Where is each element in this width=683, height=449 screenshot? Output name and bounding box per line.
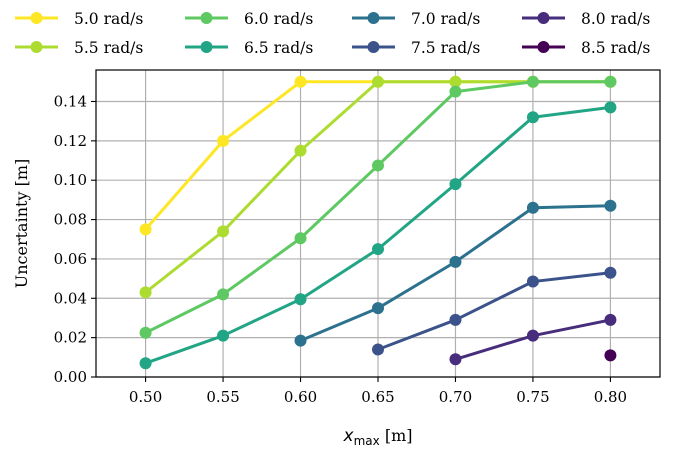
data-point (449, 313, 462, 326)
data-point (604, 101, 617, 114)
legend-label: 5.0 rad/s (74, 10, 143, 28)
y-tick-label: 0.04 (54, 289, 87, 307)
x-tick-label: 0.65 (361, 388, 394, 406)
data-point (139, 326, 152, 339)
data-point (449, 255, 462, 268)
data-point (294, 334, 307, 347)
series-3 (139, 101, 617, 370)
legend-entry: 7.5 rad/s (352, 39, 480, 57)
data-point (139, 286, 152, 299)
data-point (217, 225, 230, 238)
legend-marker (537, 41, 550, 53)
x-axis-label-subscript: max (354, 434, 380, 448)
data-point (449, 178, 462, 191)
legend: 5.0 rad/s 5.5 rad/s 6.0 rad/s 6.5 rad/s 7.0 … (15, 10, 650, 57)
y-tick-label: 0.02 (54, 329, 87, 347)
data-point (526, 75, 539, 88)
data-point (372, 159, 384, 172)
data-point (372, 302, 384, 315)
data-point (294, 293, 307, 306)
legend-marker (537, 12, 550, 24)
data-point (604, 349, 617, 362)
data-point (372, 75, 384, 88)
x-tick-label: 0.55 (206, 388, 239, 406)
x-axis-label: xmax [m] (343, 426, 413, 448)
legend-label: 6.0 rad/s (244, 10, 313, 28)
data-point (294, 232, 307, 245)
data-point (217, 288, 230, 301)
legend-marker (30, 12, 43, 24)
legend-label: 7.0 rad/s (411, 10, 480, 28)
data-point (526, 201, 539, 214)
x-tick-label: 0.50 (129, 388, 162, 406)
y-tick-label: 0.14 (54, 92, 87, 110)
series-line (377, 271, 611, 351)
data-point (217, 329, 230, 342)
data-point (449, 353, 462, 366)
data-point (526, 111, 539, 124)
x-tick-label: 0.80 (594, 388, 627, 406)
data-point (604, 199, 617, 212)
data-point (526, 275, 539, 288)
series-4 (294, 199, 617, 347)
x-tick-label: 0.70 (439, 388, 472, 406)
legend-entry: 5.5 rad/s (15, 39, 143, 57)
data-point (139, 223, 152, 236)
series-7 (604, 349, 617, 362)
legend-label: 6.5 rad/s (244, 39, 313, 57)
x-tick-label: 0.75 (516, 388, 549, 406)
legend-label: 8.0 rad/s (581, 10, 650, 28)
legend-entry: 8.0 rad/s (522, 10, 650, 28)
data-point (217, 134, 230, 147)
x-axis-label-unit: [m] (380, 426, 413, 445)
data-point (604, 266, 617, 279)
grid (96, 70, 660, 378)
data-point (449, 85, 462, 98)
series-2 (139, 75, 617, 339)
legend-label: 7.5 rad/s (411, 39, 480, 57)
legend-entry: 6.0 rad/s (185, 10, 313, 28)
y-axis-label: Uncertainty [m] (12, 159, 31, 288)
legend-label: 8.5 rad/s (581, 39, 650, 57)
legend-entry: 5.0 rad/s (15, 10, 143, 28)
data-point (139, 357, 152, 370)
data-point (294, 75, 307, 88)
legend-entry: 8.5 rad/s (522, 39, 650, 57)
data-point (294, 144, 307, 157)
series-layer (139, 75, 617, 370)
legend-marker (367, 41, 380, 53)
data-point (372, 343, 384, 356)
y-tick-label: 0.08 (54, 211, 87, 229)
legend-marker (200, 12, 213, 24)
legend-marker (30, 41, 43, 53)
y-tick-label: 0.10 (54, 171, 87, 189)
legend-label: 5.5 rad/s (74, 39, 143, 57)
data-point (372, 243, 384, 256)
series-5 (372, 266, 617, 356)
axis-ticks: 0.50 0.55 0.60 0.65 0.70 0.75 0.80 0.00 0.02 0.04… (54, 92, 628, 406)
legend-entry: 6.5 rad/s (185, 39, 313, 57)
y-tick-label: 0.12 (54, 132, 87, 150)
data-point (604, 313, 617, 326)
legend-marker (367, 12, 380, 24)
legend-marker (200, 41, 213, 53)
y-tick-label: 0.06 (54, 250, 87, 268)
x-tick-label: 0.60 (284, 388, 317, 406)
y-tick-label: 0.00 (54, 368, 87, 386)
series-6 (449, 313, 617, 366)
x-axis-label-main: x (343, 426, 355, 446)
data-point (526, 329, 539, 342)
data-point (449, 75, 462, 88)
legend-entry: 7.0 rad/s (352, 10, 480, 28)
data-point (604, 75, 617, 88)
